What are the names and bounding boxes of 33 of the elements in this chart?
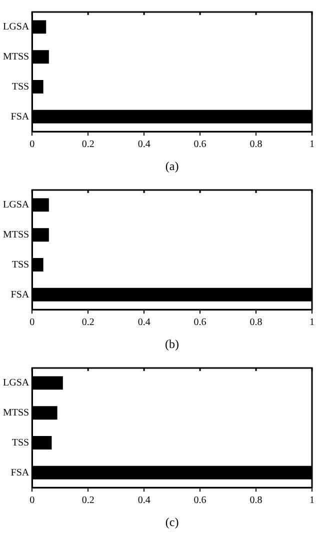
y-tick-label: TSS: [12, 437, 30, 448]
y-tick-label: FSA: [10, 467, 30, 478]
x-tick-label: 0.4: [138, 317, 150, 328]
x-tick-label: 0.6: [194, 495, 206, 506]
x-axis-title: (c): [165, 514, 179, 529]
y-tick-label: TSS: [12, 81, 30, 92]
x-tick-label: 0.4: [138, 495, 150, 506]
y-tick-label: MTSS: [3, 407, 30, 418]
x-axis-title: (b): [165, 336, 180, 351]
x-tick-label: 0.8: [250, 495, 262, 506]
x-tick-label: 1: [310, 317, 314, 328]
y-tick-label: LGSA: [3, 200, 30, 211]
x-tick-label: 0: [30, 139, 35, 150]
x-tick-label: 0.8: [250, 317, 262, 328]
x-tick-label: 0.8: [250, 139, 262, 150]
x-tick-label: 0.6: [194, 317, 206, 328]
x-tick-label: 0.6: [194, 139, 206, 150]
x-tick-label: 0: [30, 317, 35, 328]
x-tick-label: 0.2: [82, 317, 94, 328]
y-tick-label: TSS: [12, 259, 30, 270]
y-tick-label: LGSA: [3, 378, 30, 389]
y-tick-label: FSA: [10, 289, 30, 300]
x-tick-label: 0.2: [82, 139, 94, 150]
x-tick-label: 0: [30, 495, 35, 506]
x-tick-label: 0.4: [138, 139, 150, 150]
x-axis-title: (a): [165, 158, 179, 173]
y-tick-label: MTSS: [3, 229, 30, 240]
y-tick-label: FSA: [10, 111, 30, 122]
x-tick-label: 1: [310, 495, 314, 506]
y-tick-label: MTSS: [3, 51, 30, 62]
x-tick-label: 1: [310, 139, 314, 150]
x-tick-label: 0.2: [82, 495, 94, 506]
y-tick-label: LGSA: [3, 22, 30, 33]
